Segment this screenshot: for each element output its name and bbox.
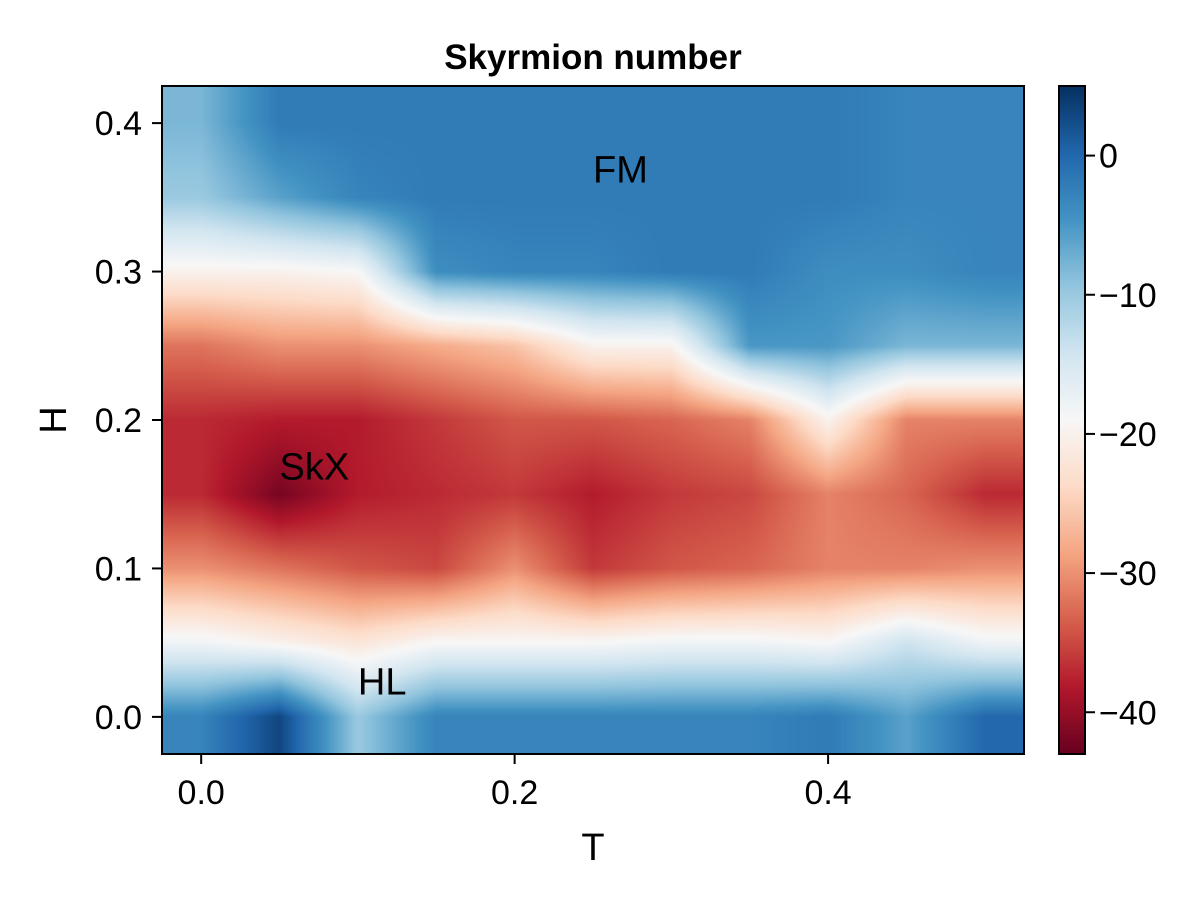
- x-axis: 0.0 0.2 0.4: [178, 754, 852, 812]
- colorbar-tick-label: −20: [1099, 416, 1157, 454]
- x-axis-label: T: [581, 827, 604, 869]
- annotation-skx: SkX: [280, 446, 350, 488]
- colorbar-tick-label: 0: [1099, 138, 1118, 176]
- annotation-hl: HL: [358, 662, 407, 704]
- colorbar-tick-label: −30: [1099, 555, 1157, 593]
- x-tick-label: 0.0: [178, 774, 225, 812]
- annotation-fm: FM: [593, 149, 648, 191]
- heatmap-plot-area: FM SkX HL: [161, 85, 1025, 755]
- colorbar-gradient: [1058, 85, 1086, 755]
- x-tick-label: 0.2: [491, 774, 538, 812]
- colorbar-ticks: 0 −10 −20 −30 −40: [1085, 138, 1157, 732]
- colorbar-tick-label: −10: [1099, 277, 1157, 315]
- y-axis-label: H: [33, 406, 75, 433]
- colorbar-tick-label: −40: [1099, 694, 1157, 732]
- x-tick-label: 0.4: [804, 774, 851, 812]
- y-tick-label: 0.3: [95, 254, 142, 292]
- y-tick-label: 0.1: [95, 550, 142, 588]
- colorbar: 0 −10 −20 −30 −40: [1058, 85, 1157, 755]
- chart-title: Skyrmion number: [444, 38, 742, 77]
- y-tick-label: 0.0: [95, 699, 142, 737]
- y-tick-label: 0.4: [95, 105, 142, 143]
- y-axis: 0.0 0.1 0.2 0.3 0.4: [95, 105, 162, 737]
- y-tick-label: 0.2: [95, 402, 142, 440]
- region-annotations: FM SkX HL: [280, 149, 648, 703]
